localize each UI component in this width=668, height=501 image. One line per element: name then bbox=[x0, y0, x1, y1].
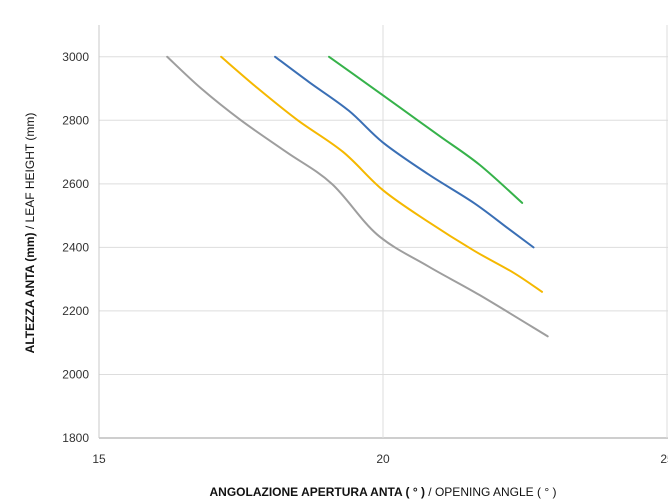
y-tick-label: 1800 bbox=[62, 431, 89, 445]
y-axis-title-main: ALTEZZA ANTA (mm) bbox=[23, 232, 37, 353]
x-tick-label: 25 bbox=[660, 452, 668, 466]
series-line-3 bbox=[274, 55, 535, 249]
axis-layer: 1800 2000 2200 2400 2600 2800 3000 15 20 25 bbox=[62, 25, 668, 466]
series-line-2 bbox=[220, 55, 544, 293]
y-tick-label: 2400 bbox=[62, 240, 89, 254]
y-tick-label: 2000 bbox=[62, 367, 89, 381]
x-axis-title-main: ANGOLAZIONE APERTURA ANTA ( ° ) bbox=[210, 485, 425, 499]
y-axis-title-secondary: / LEAF HEIGHT (mm) bbox=[23, 113, 37, 233]
y-tick-label: 2600 bbox=[62, 177, 89, 191]
grid-layer bbox=[99, 25, 668, 439]
x-axis-title-secondary: / OPENING ANGLE ( ° ) bbox=[425, 485, 557, 499]
x-axis-title: ANGOLAZIONE APERTURA ANTA ( ° ) / OPENIN… bbox=[210, 485, 557, 499]
series-layer bbox=[166, 55, 549, 338]
y-tick-label: 2800 bbox=[62, 113, 89, 127]
x-tick-label: 15 bbox=[92, 452, 106, 466]
y-tick-label: 3000 bbox=[62, 50, 89, 64]
x-tick-label: 20 bbox=[376, 452, 390, 466]
series-line-1 bbox=[166, 55, 549, 338]
y-tick-label: 2200 bbox=[62, 304, 89, 318]
y-axis-title: ALTEZZA ANTA (mm) / LEAF HEIGHT (mm) bbox=[23, 113, 37, 354]
series-line-4 bbox=[328, 55, 524, 204]
